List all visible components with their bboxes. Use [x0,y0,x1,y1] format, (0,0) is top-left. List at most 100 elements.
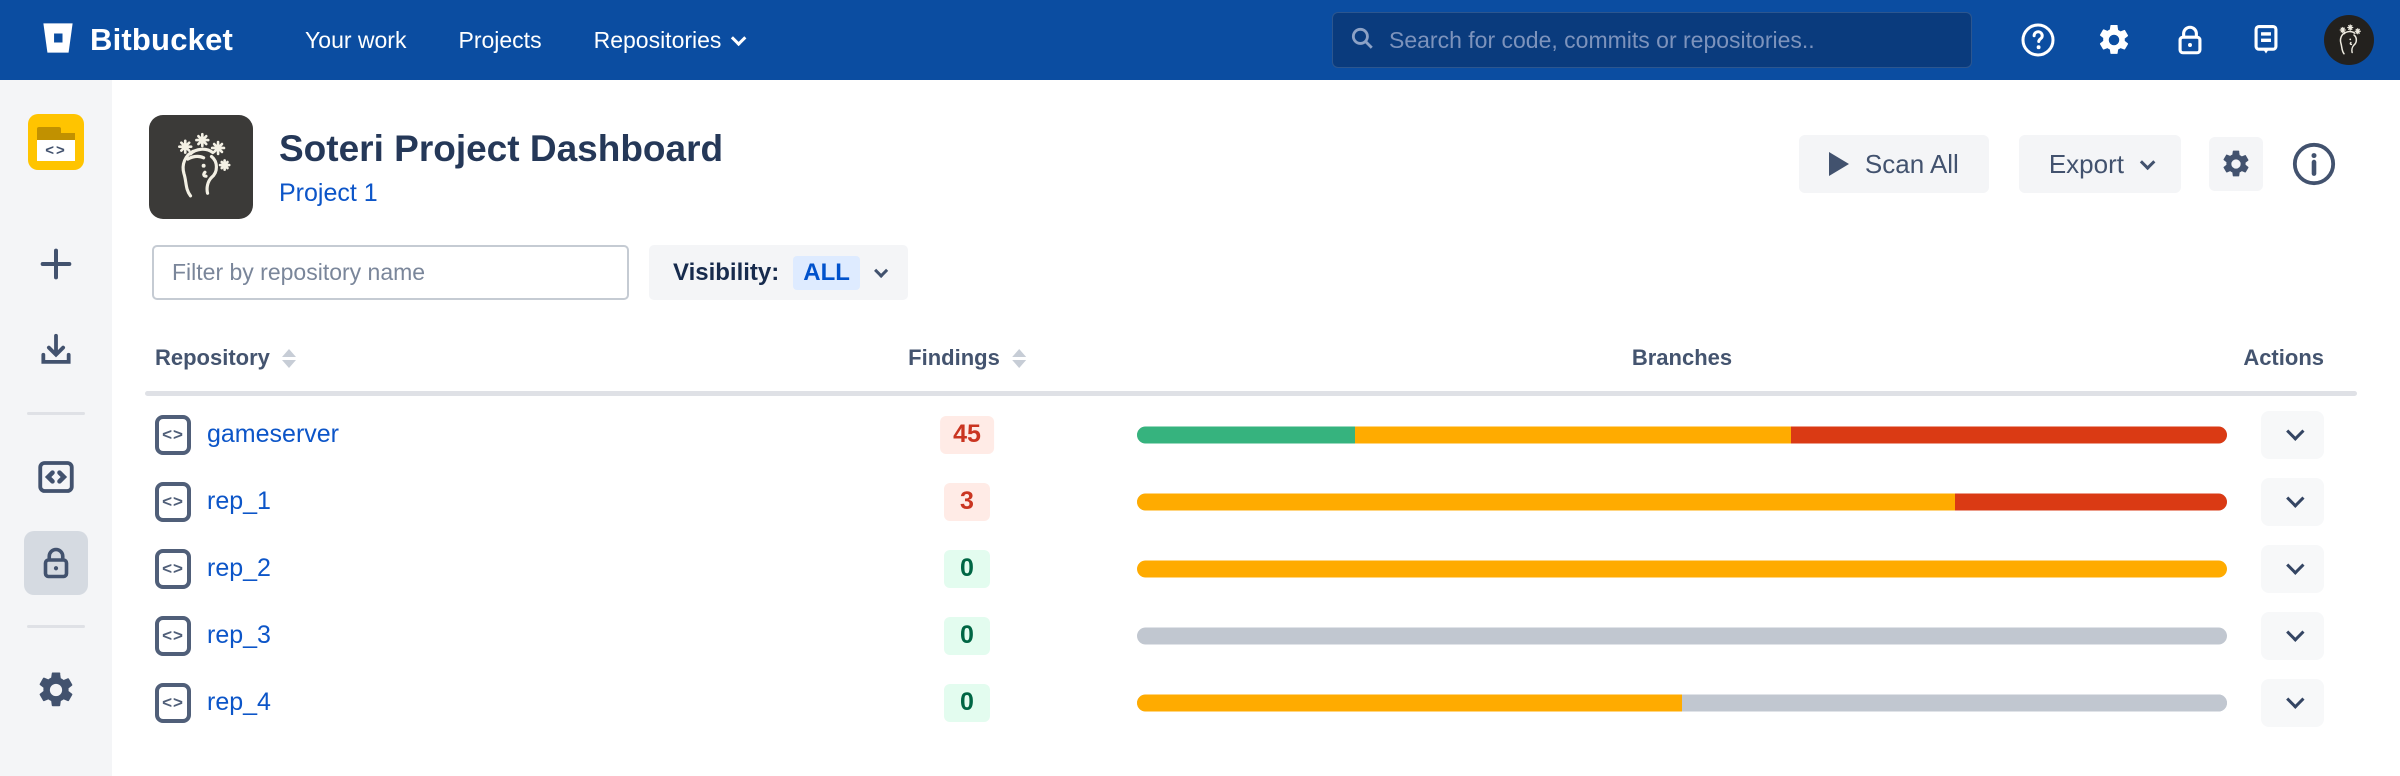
findings-badge: 45 [940,415,994,454]
repository-icon: <> [155,682,191,723]
row-actions-button[interactable] [2261,477,2324,526]
download-icon [41,333,71,364]
repo-cell: <> rep_1 [155,468,271,535]
findings-badge: 0 [944,616,990,655]
global-search[interactable] [1332,12,1972,68]
lock-icon [43,547,69,579]
chevron-down-icon [2286,489,2305,508]
chevron-down-icon [731,30,747,46]
branch-segment-amber [1137,694,1682,711]
branch-segment-amber [1137,560,2227,577]
repo-link[interactable]: gameserver [207,420,339,448]
nav-repositories[interactable]: Repositories [594,27,747,54]
bitbucket-brand[interactable]: Bitbucket [40,20,233,61]
table-row: <> rep_4 0 [112,669,2400,736]
lock-icon[interactable] [2172,22,2208,58]
repo-link[interactable]: rep_1 [207,487,271,515]
repo-link[interactable]: rep_2 [207,554,271,582]
feedback-panel-icon[interactable] [2248,22,2284,58]
chevron-down-icon [2286,690,2305,709]
column-branches: Branches [1631,345,1733,370]
branch-segment-red [1791,426,2227,443]
repositories-table: Repository Findings Branches Actions <> … [112,345,2400,727]
brand-name: Bitbucket [90,22,234,57]
filter-row: Visibility: ALL [152,245,908,300]
column-actions: Actions [2243,345,2324,370]
sort-icon [281,348,296,368]
top-navbar: Bitbucket Your work Projects Repositorie… [0,0,2400,80]
chevron-down-icon [2139,154,2156,170]
column-repository[interactable]: Repository [155,345,296,371]
gear-icon [39,672,73,707]
help-icon[interactable] [2020,22,2056,58]
settings-gear-icon[interactable] [2096,22,2132,58]
chevron-down-icon [2286,422,2305,441]
search-icon [1349,25,1375,56]
visibility-dropdown[interactable]: Visibility: ALL [649,245,908,300]
nav-your-work[interactable]: Your work [305,26,407,53]
project-folder-icon: <> [28,114,84,170]
repo-cell: <> rep_4 [155,669,271,736]
chevron-down-icon [2286,623,2305,642]
chevron-down-icon [2286,556,2305,575]
visibility-label: Visibility: [673,258,780,286]
row-actions-button[interactable] [2261,611,2324,660]
table-row: <> rep_2 0 [112,535,2400,602]
user-avatar[interactable] [2324,15,2374,65]
column-findings[interactable]: Findings [908,345,1026,371]
branch-segment-red [1954,493,2227,510]
dashboard-settings-button[interactable] [2209,137,2263,191]
repo-link[interactable]: rep_3 [207,621,271,649]
primary-nav: Your work Projects Repositories [305,26,747,54]
branches-bar [1137,560,2227,577]
page-title: Soteri Project Dashboard [279,128,724,170]
findings-badge: 0 [944,683,990,722]
sidebar-settings[interactable] [24,658,88,722]
repository-icon: <> [155,548,191,589]
repo-cell: <> rep_3 [155,602,271,669]
project-breadcrumb-link[interactable]: Project 1 [279,178,378,207]
repository-icon: <> [155,414,191,455]
repo-cell: <> gameserver [155,401,339,468]
scan-all-button[interactable]: Scan All [1798,135,1989,193]
table-row: <> rep_1 3 [112,468,2400,535]
visibility-value: ALL [793,255,860,290]
branch-segment-green [1137,426,1355,443]
table-row: <> gameserver 45 [112,401,2400,468]
row-actions-button[interactable] [2261,410,2324,459]
sort-icon [1011,348,1026,368]
search-input[interactable] [1389,26,1955,54]
gear-icon [2223,150,2249,177]
sidebar-clone-button[interactable] [24,318,88,382]
soteri-logo [149,115,253,219]
main-content: Soteri Project Dashboard Project 1 Scan … [112,80,2400,776]
play-icon [1828,152,1849,176]
repo-cell: <> rep_2 [155,535,271,602]
sidebar-source-code[interactable] [24,445,88,509]
left-sidebar: <> [0,80,112,776]
sidebar-security-lock[interactable] [24,531,88,595]
branch-segment-gray [1682,694,2227,711]
bitbucket-logo-icon [40,20,76,61]
branch-segment-amber [1137,493,1955,510]
sidebar-divider [27,412,85,415]
repo-link[interactable]: rep_4 [207,688,271,716]
code-icon [38,461,74,493]
row-actions-button[interactable] [2261,678,2324,727]
sidebar-divider [27,625,85,628]
branches-bar [1137,694,2227,711]
export-button[interactable]: Export [2018,135,2181,193]
info-button[interactable] [2291,141,2337,187]
navbar-icons [2020,15,2374,65]
row-actions-button[interactable] [2261,544,2324,593]
sidebar-create-button[interactable] [24,232,88,296]
header-actions: Scan All Export [1798,135,2337,193]
findings-badge: 0 [944,549,990,588]
nav-projects[interactable]: Projects [458,26,542,53]
repository-icon: <> [155,481,191,522]
table-header: Repository Findings Branches Actions [112,345,2400,396]
project-avatar-folder[interactable]: <> [24,110,88,174]
table-body: <> gameserver 45 <> rep_1 3 <> rep_2 0 [112,401,2400,736]
repo-filter-input[interactable] [152,245,629,300]
findings-badge: 3 [944,482,990,521]
